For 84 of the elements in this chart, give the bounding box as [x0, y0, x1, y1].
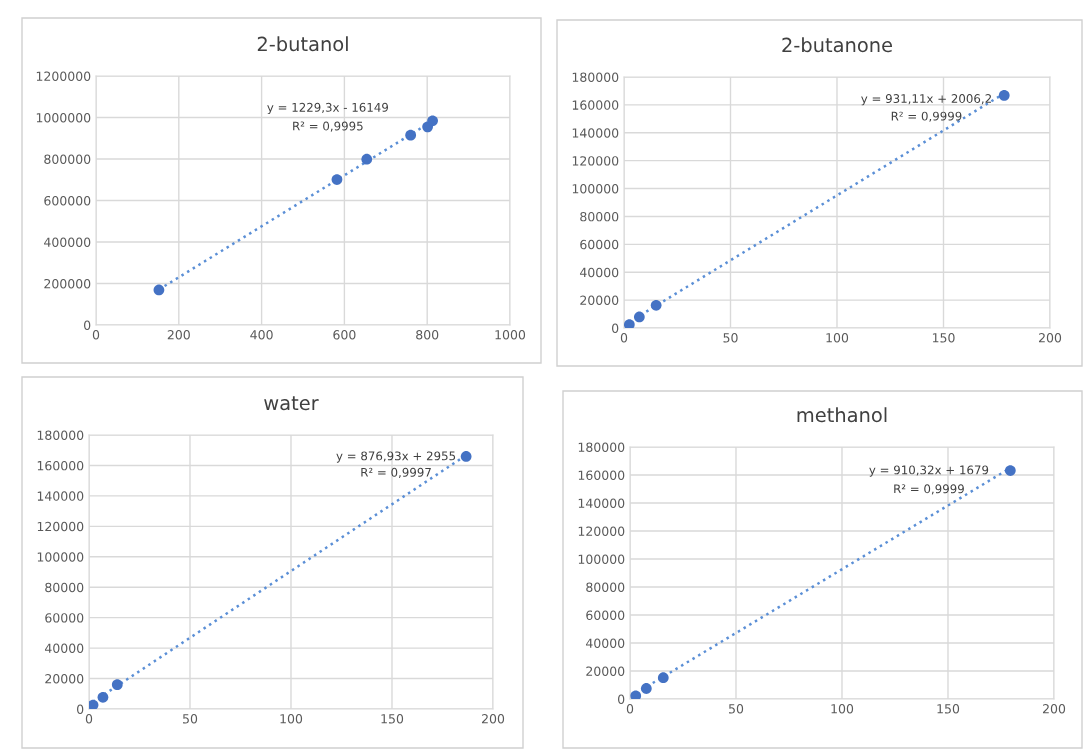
x-tick-label: 150 [381, 714, 404, 724]
point [640, 683, 652, 694]
point [331, 174, 343, 185]
x-tick-label: 1000 [495, 330, 526, 340]
chart-title: 2-butanone [782, 37, 893, 53]
y-tick-label: 100000 [37, 552, 84, 562]
x-tick-label: 50 [723, 333, 738, 343]
y-tick-label: 120000 [572, 156, 619, 166]
y-tick-label: 80000 [586, 582, 625, 592]
y-tick-label: 0 [84, 320, 91, 330]
annotation: y = 931,11x + 2006,2 [861, 94, 991, 106]
point [630, 690, 642, 699]
point [650, 299, 662, 311]
chart-title: 2-butanol [257, 36, 348, 52]
x-tick-label: 200 [167, 330, 190, 340]
y-tick-label: 100000 [572, 184, 619, 194]
point [361, 153, 373, 165]
y-tick-label: 60000 [586, 610, 625, 620]
x-tick-label: 50 [183, 714, 198, 724]
y-tick-label: 80000 [580, 211, 619, 222]
point [111, 679, 123, 691]
y-tick-label: 20000 [45, 674, 84, 684]
y-tick-label: 180000 [37, 430, 84, 440]
annotation: R² = 0,9999 [891, 111, 962, 122]
y-tick-label: 20000 [586, 666, 625, 676]
point [427, 115, 438, 127]
annotation: R² = 0,9999 [894, 484, 964, 495]
y-tick-label: 180000 [578, 442, 625, 452]
y-tick-label: 120000 [578, 526, 625, 536]
x-tick-label: 400 [250, 330, 273, 340]
y-tick-label: 40000 [579, 267, 619, 278]
y-tick-label: 160000 [578, 470, 625, 480]
y-tick-label: 140000 [572, 128, 619, 138]
annotation: R² = 0,9995 [293, 121, 363, 132]
point [998, 90, 1010, 101]
point [405, 129, 417, 141]
y-tick-label: 140000 [578, 498, 625, 508]
point [460, 451, 472, 462]
y-tick-label: 180000 [572, 72, 619, 82]
point [1004, 465, 1016, 476]
x-tick-label: 800 [416, 330, 439, 340]
x-tick-label: 150 [932, 333, 955, 343]
y-tick-label: 60000 [580, 239, 619, 250]
y-tick-label: 800000 [44, 154, 91, 164]
y-tick-label: 200000 [44, 278, 91, 289]
point [624, 319, 635, 328]
x-tick-label: 200 [481, 714, 505, 724]
point [657, 672, 669, 684]
y-tick-label: 140000 [37, 491, 84, 501]
x-tick-label: 200 [1038, 333, 1062, 343]
x-tick-label: 100 [826, 333, 849, 343]
y-tick-label: 160000 [572, 100, 619, 110]
chart-title: water [264, 396, 319, 411]
annotation: y = 910,32x + 1679 [869, 465, 989, 477]
x-tick-label: 600 [333, 330, 356, 340]
annotation: y = 1229,3x - 16149 [267, 102, 389, 115]
y-tick-label: 20000 [580, 295, 619, 306]
point [633, 311, 645, 323]
y-tick-label: 0 [612, 323, 619, 333]
y-tick-label: 400000 [44, 237, 91, 247]
y-tick-label: 1200000 [36, 71, 91, 81]
y-tick-label: 100000 [578, 554, 625, 564]
y-tick-label: 160000 [37, 460, 84, 471]
x-tick-label: 150 [937, 704, 960, 714]
x-tick-label: 100 [831, 704, 854, 714]
x-tick-label: 100 [280, 714, 303, 724]
y-tick-label: 1000000 [36, 112, 91, 123]
y-tick-label: 60000 [45, 613, 84, 623]
y-tick-label: 40000 [585, 638, 625, 648]
x-tick-label: 50 [729, 704, 744, 714]
y-tick-label: 120000 [37, 521, 84, 532]
chart-title: methanol [797, 407, 887, 423]
point [97, 691, 109, 703]
annotation: y = 876,93x + 2955 [336, 451, 456, 463]
y-tick-label: 40000 [44, 643, 84, 654]
x-tick-label: 200 [1042, 704, 1066, 714]
x-tick-label: 0 [92, 330, 100, 340]
point [153, 284, 165, 296]
x-tick-label: 0 [626, 704, 634, 714]
annotation: R² = 0,9997 [361, 467, 431, 478]
y-tick-label: 600000 [44, 195, 91, 206]
y-tick-label: 80000 [45, 582, 84, 593]
point [89, 699, 99, 709]
y-tick-label: 0 [618, 694, 625, 704]
